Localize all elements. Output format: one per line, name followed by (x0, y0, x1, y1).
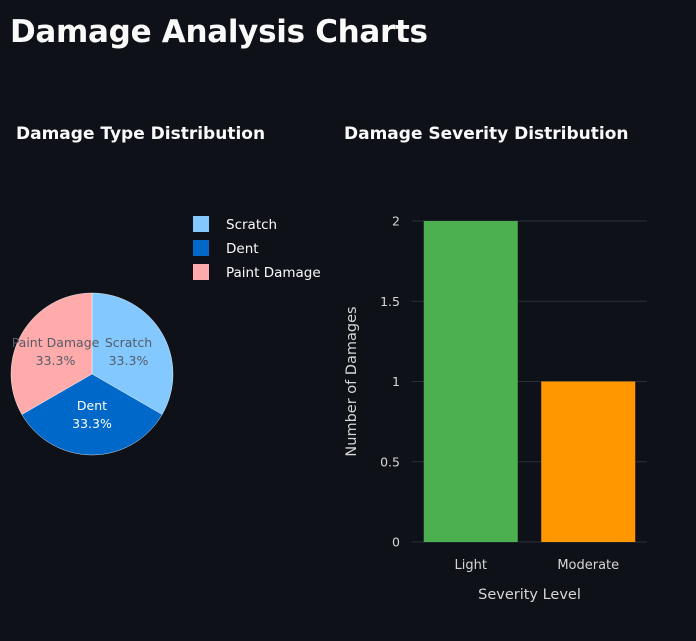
bar-light[interactable] (423, 221, 518, 542)
legend-swatch (193, 264, 209, 280)
legend-label: Scratch (226, 217, 277, 233)
y-tick-label: 1.5 (380, 294, 400, 309)
legend-item-scratch[interactable]: Scratch (193, 216, 277, 233)
legend-swatch (193, 240, 209, 256)
legend-item-dent[interactable]: Dent (193, 240, 259, 257)
page-title: Damage Analysis Charts (10, 14, 428, 50)
legend-item-paint-damage[interactable]: Paint Damage (193, 264, 321, 281)
legend-swatch (193, 216, 209, 232)
pie-slice-scratch[interactable] (91, 292, 174, 415)
pie-slice-label: Paint Damage (12, 335, 100, 350)
y-tick-label: 1 (392, 374, 400, 389)
pie-slice-label: Dent (77, 398, 107, 413)
x-tick-label: Light (455, 558, 487, 573)
pie-slice-percent: 33.3% (36, 353, 76, 368)
legend-label: Paint Damage (226, 265, 321, 281)
pie-slice-percent: 33.3% (109, 353, 149, 368)
y-axis-title: Number of Damages (344, 306, 360, 456)
y-tick-label: 0.5 (380, 454, 400, 469)
pie-slice-label: Scratch (105, 335, 152, 350)
bar-moderate[interactable] (541, 381, 636, 543)
pie-chart-title: Damage Type Distribution (16, 124, 266, 144)
x-tick-label: Moderate (557, 558, 619, 573)
y-tick-label: 0 (392, 535, 400, 550)
y-tick-label: 2 (392, 214, 400, 229)
pie-slice-percent: 33.3% (72, 416, 112, 431)
legend-label: Dent (226, 241, 259, 257)
damage-type-pie-chart[interactable]: Scratch 33.3% Dent 33.3% Paint Damage 33.3% Sc… (0, 180, 340, 480)
pie-slice-dent[interactable] (21, 373, 163, 456)
damage-severity-bar-chart[interactable]: 0 0.5 1 1.5 2 Light Moderate Severity Level Numb… (330, 180, 696, 620)
pie-legend: Scratch Dent Paint Damage (193, 216, 321, 281)
bar-chart-title: Damage Severity Distribution (344, 124, 629, 144)
pie-slice-paint-damage[interactable] (10, 292, 93, 415)
x-axis-title: Severity Level (478, 587, 581, 603)
